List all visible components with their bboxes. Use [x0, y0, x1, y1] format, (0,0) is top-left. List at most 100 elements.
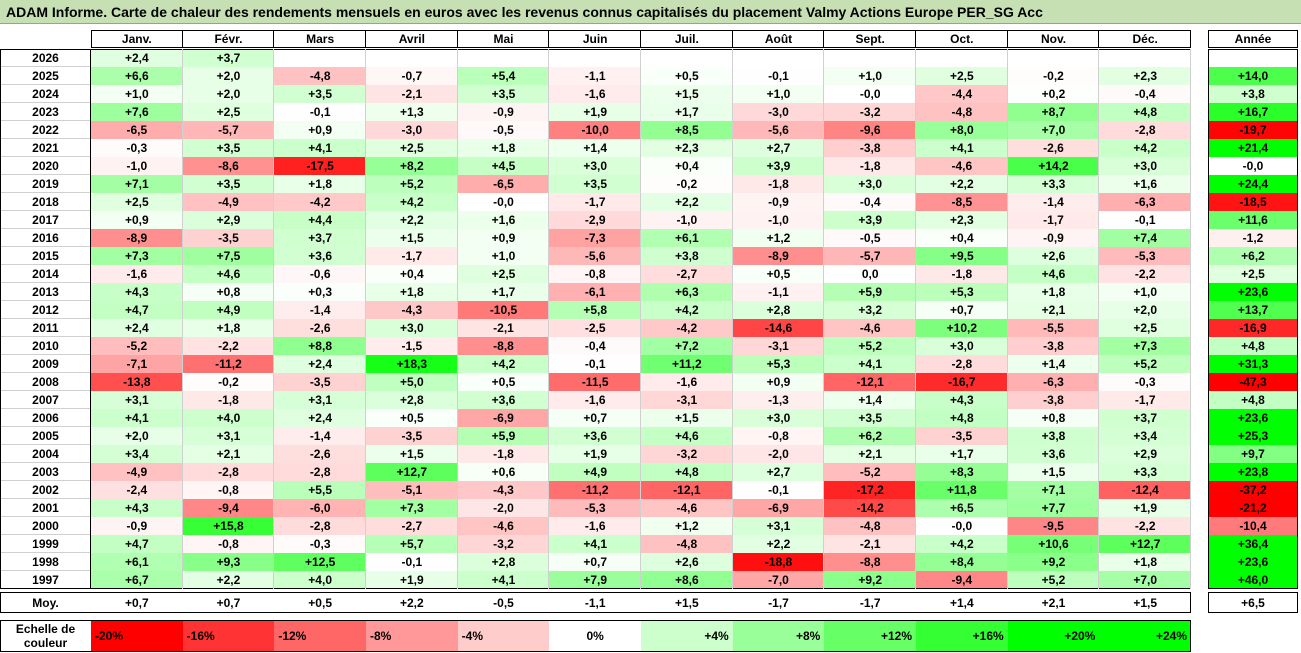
- annual-cell: [1208, 49, 1298, 67]
- annual-cell: -18,5: [1208, 193, 1298, 211]
- year-label: 2019: [32, 177, 59, 191]
- year-label: 2000: [32, 519, 59, 533]
- annual-cell: +4,8: [1208, 391, 1298, 409]
- column-separator: [1190, 49, 1192, 589]
- heat-cell: +1,0: [824, 67, 917, 85]
- heat-cell: +1,8: [182, 319, 275, 337]
- heat-cell: +1,8: [1007, 283, 1100, 301]
- annual-cell: +16,7: [1208, 103, 1298, 121]
- heat-cell: +3,3: [1007, 175, 1100, 193]
- heat-cell: -9,6: [824, 121, 917, 139]
- month-header: Sept.: [855, 32, 885, 46]
- heat-cell: +3,0: [732, 409, 825, 427]
- header-separator: [640, 30, 642, 48]
- heat-cell: -2,8: [1099, 121, 1192, 139]
- heat-cell: -1,8: [457, 445, 550, 463]
- heat-cell: -12,1: [641, 481, 733, 499]
- average-cell: +2,2: [399, 595, 424, 610]
- heat-cell: +2,9: [182, 211, 275, 229]
- heat-cell: +0,9: [457, 229, 550, 247]
- header-separator: [1006, 30, 1008, 48]
- heat-cell: +18,3: [366, 355, 458, 373]
- annual-cell: -1,2: [1208, 229, 1298, 247]
- heat-cell: +1,2: [732, 229, 825, 247]
- heat-cell: +3,6: [274, 247, 366, 265]
- heat-cell: -2,0: [457, 499, 550, 517]
- heat-cell: +4,6: [182, 265, 275, 283]
- heat-cell: -0,9: [91, 517, 183, 535]
- heat-cell: -0,3: [1099, 373, 1192, 391]
- heat-cell: -1,6: [549, 85, 641, 103]
- year-label: 2002: [32, 483, 59, 497]
- heat-cell: +3,5: [549, 175, 641, 193]
- average-cell: +1,4: [949, 595, 974, 610]
- heat-cell: +4,3: [916, 391, 1008, 409]
- heat-cell: -6,0: [274, 499, 366, 517]
- heat-cell: +0,7: [916, 301, 1008, 319]
- average-cell: -1,1: [584, 595, 606, 610]
- heat-cell: -6,3: [1007, 373, 1100, 391]
- heat-cell: +8,6: [641, 571, 733, 589]
- heat-cell: +0,8: [1007, 409, 1100, 427]
- heat-cell: 0,0: [824, 265, 917, 283]
- heat-cell: +2,4: [274, 355, 366, 373]
- heat-cell: +4,2: [366, 193, 458, 211]
- heat-cell: -5,6: [549, 247, 641, 265]
- heat-cell: +8,8: [274, 337, 366, 355]
- heat-cell: -4,6: [824, 319, 917, 337]
- month-header: Déc.: [1132, 32, 1158, 46]
- heat-cell: +2,2: [916, 175, 1008, 193]
- heat-cell: -0,4: [824, 193, 917, 211]
- heat-cell: +4,1: [457, 571, 550, 589]
- year-label: 2025: [32, 69, 59, 83]
- heat-cell: +0,5: [732, 265, 825, 283]
- annual-cell: +9,7: [1208, 445, 1298, 463]
- heat-cell: -3,5: [274, 373, 366, 391]
- heat-cell: +3,1: [182, 427, 275, 445]
- annual-cell: -16,9: [1208, 319, 1298, 337]
- heat-cell: -7,1: [91, 355, 183, 373]
- heat-cell: +7,3: [1099, 337, 1192, 355]
- heat-cell: +1,5: [641, 85, 733, 103]
- heat-cell: +2,1: [824, 445, 917, 463]
- year-label: 2014: [32, 267, 59, 281]
- chart-title: ADAM Informe. Carte de chaleur des rende…: [0, 0, 1301, 24]
- heat-cell: +3,9: [824, 211, 917, 229]
- heat-cell: +3,4: [1099, 427, 1192, 445]
- average-annual-cell: +6,5: [1241, 595, 1265, 610]
- heat-cell: +3,6: [457, 391, 550, 409]
- month-header: Août: [764, 32, 793, 46]
- heat-cell: +7,7: [1007, 499, 1100, 517]
- heat-cell: +4,9: [549, 463, 641, 481]
- annual-cell: +23,6: [1208, 409, 1298, 427]
- heat-cell: +7,1: [1007, 481, 1100, 499]
- heat-cell: +3,5: [824, 409, 917, 427]
- heat-cell: -0,3: [91, 139, 183, 157]
- heat-cell: +4,1: [824, 355, 917, 373]
- heat-cell: +4,9: [182, 301, 275, 319]
- heat-cell: [549, 49, 641, 67]
- heat-cell: +7,3: [366, 499, 458, 517]
- heat-cell: +10,6: [1007, 535, 1100, 553]
- heat-cell: -4,6: [457, 517, 550, 535]
- heat-cell: +7,4: [1099, 229, 1192, 247]
- heat-cell: +7,2: [641, 337, 733, 355]
- heat-cell: -2,6: [274, 445, 366, 463]
- heat-cell: +3,5: [182, 139, 275, 157]
- annual-cell: +11,6: [1208, 211, 1298, 229]
- heat-cell: -17,5: [274, 157, 366, 175]
- heat-cell: -3,1: [732, 337, 825, 355]
- color-scale-swatch: +24%: [1099, 620, 1192, 652]
- year-label: 1999: [32, 537, 59, 551]
- heat-cell: -0,9: [457, 103, 550, 121]
- heat-cell: +1,8: [274, 175, 366, 193]
- heat-cell: +11,2: [641, 355, 733, 373]
- year-label: 2011: [32, 321, 59, 335]
- heat-cell: -1,6: [91, 265, 183, 283]
- heat-cell: +3,4: [91, 445, 183, 463]
- heat-cell: -16,7: [916, 373, 1008, 391]
- heat-cell: -1,0: [91, 157, 183, 175]
- heat-cell: +2,2: [182, 571, 275, 589]
- year-label: 2006: [32, 411, 59, 425]
- heat-cell: +3,7: [182, 49, 275, 67]
